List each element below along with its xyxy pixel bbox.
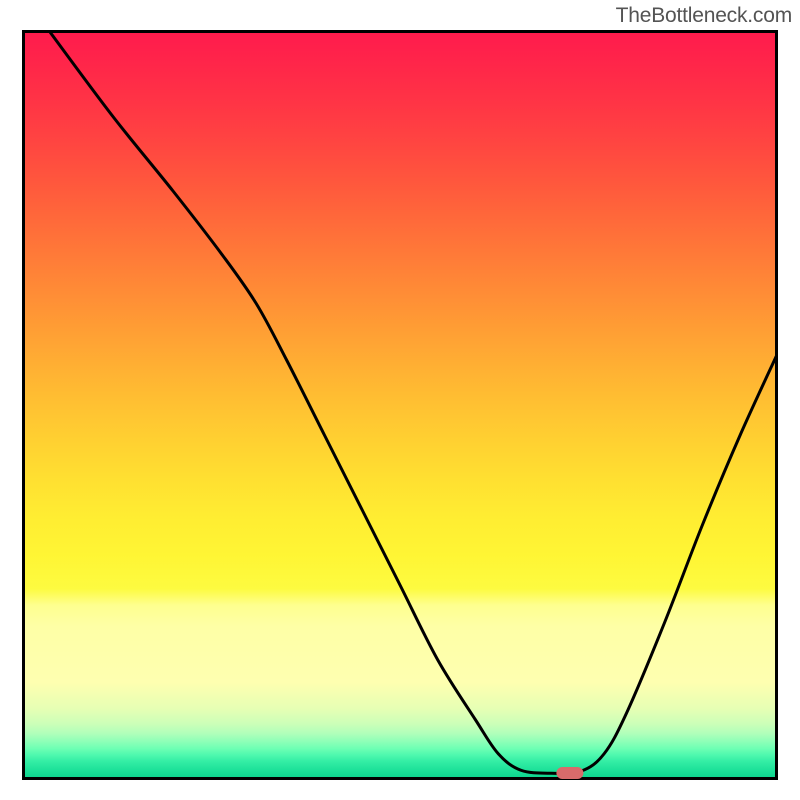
- gradient-background: [22, 30, 778, 780]
- watermark-text: TheBottleneck.com: [616, 4, 792, 28]
- chart-plot-area: [22, 30, 778, 780]
- optimal-point-marker: [556, 767, 583, 779]
